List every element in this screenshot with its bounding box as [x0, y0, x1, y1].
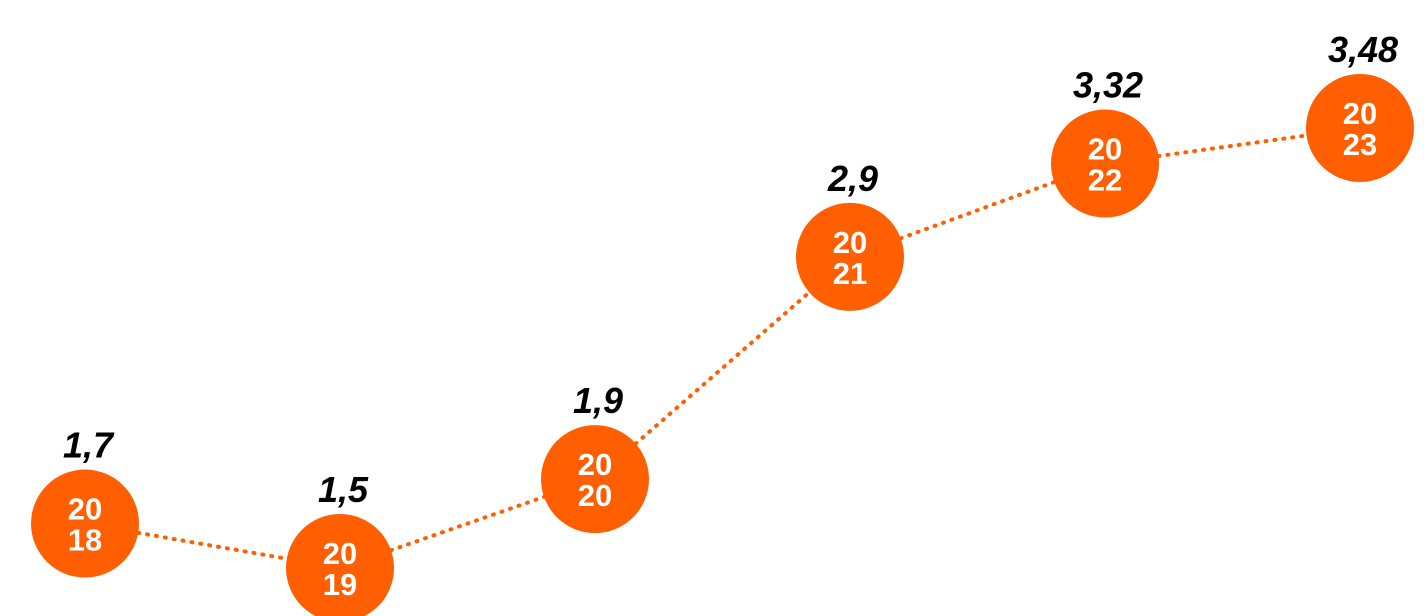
marker-circle-2023	[1306, 74, 1414, 182]
line-segment-2018-2019	[136, 530, 289, 561]
data-label-2018: 1,7	[63, 425, 115, 466]
marker-year-top-2021: 20	[833, 225, 867, 260]
marker-circle-2019	[286, 514, 394, 616]
marker-circle-2022	[1051, 109, 1159, 218]
marker-year-top-2023: 20	[1343, 96, 1377, 131]
marker-year-bottom-2018: 18	[68, 523, 102, 558]
marker-year-top-2022: 20	[1088, 132, 1122, 167]
marker-year-bottom-2021: 21	[833, 256, 867, 291]
line-segment-2022-2023	[1156, 133, 1309, 159]
line-segment-2021-2022	[898, 180, 1057, 241]
series-line	[136, 133, 1309, 561]
marker-circle-2020	[541, 425, 649, 534]
data-label-2021: 2,9	[827, 158, 878, 199]
line-segment-2020-2021	[633, 290, 812, 446]
marker-circle-2018	[31, 469, 139, 578]
marker-year-bottom-2022: 22	[1088, 163, 1122, 198]
marker-year-bottom-2023: 23	[1343, 127, 1377, 162]
data-label-2023: 3,48	[1328, 29, 1398, 70]
marker-year-bottom-2019: 19	[323, 567, 357, 602]
line-segment-2019-2020	[388, 494, 547, 553]
marker-year-top-2020: 20	[578, 447, 612, 482]
data-label-2019: 1,5	[318, 469, 369, 510]
data-label-2020: 1,9	[573, 380, 623, 421]
marker-year-bottom-2020: 20	[578, 478, 612, 513]
marker-year-top-2019: 20	[323, 536, 357, 571]
value-labels-layer: 1,7 1,5 1,9 2,9 3,32 3,48	[63, 29, 1398, 510]
data-label-2022: 3,32	[1073, 65, 1143, 106]
marker-circle-2021	[796, 202, 904, 311]
marker-year-top-2018: 20	[68, 492, 102, 527]
